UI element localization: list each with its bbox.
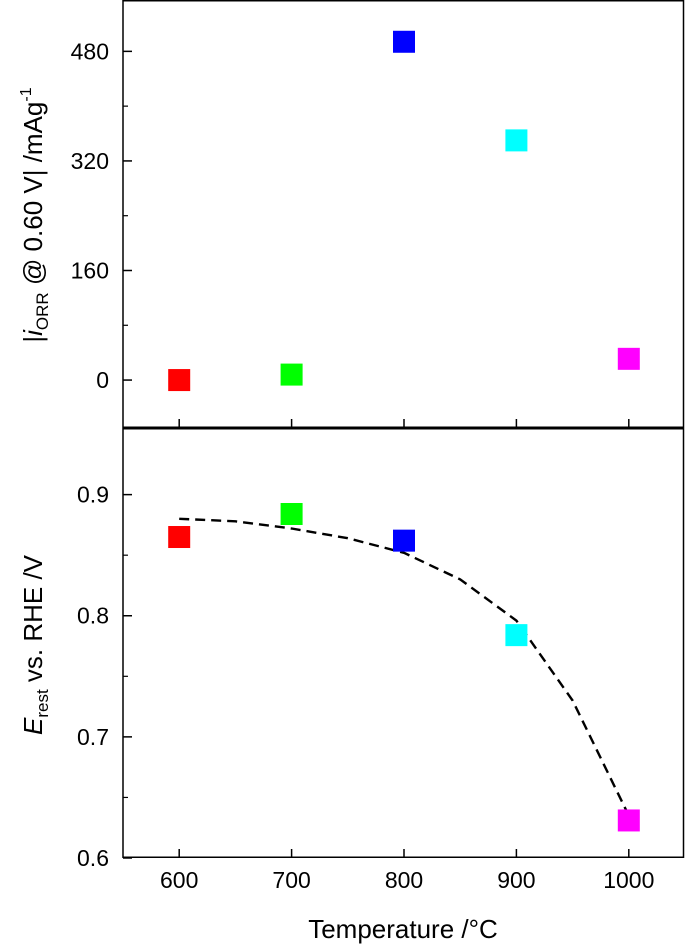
top-y-tick-label: 0 <box>96 367 109 393</box>
plot-frames <box>122 0 685 858</box>
top-y-tick-label: 320 <box>71 148 109 174</box>
top-y-label-main: i <box>18 329 48 336</box>
top-y-label-prefix: | <box>18 336 48 343</box>
top-point-900 <box>505 129 528 152</box>
bottom-point-800 <box>393 529 415 552</box>
fit-line <box>179 517 630 817</box>
bottom-point-600 <box>168 526 191 549</box>
plot-frame-top <box>122 0 685 428</box>
x-tick-label: 600 <box>160 867 198 893</box>
top-y-label-rest: @ 0.60 V| /mAg <box>18 102 48 293</box>
top-point-800 <box>393 30 415 53</box>
top-point-1000 <box>617 347 640 370</box>
top-point-700 <box>280 363 303 386</box>
top-point-600 <box>168 369 191 392</box>
bottom-y-label-rest: vs. RHE /V <box>18 554 48 689</box>
top-y-tick-label: 160 <box>71 257 109 283</box>
bottom-y-tick-label: 0.7 <box>77 724 109 750</box>
top-y-label-sub: ORR <box>33 292 52 330</box>
x-tick-label: 1000 <box>603 867 654 893</box>
bottom-point-900 <box>505 624 528 647</box>
x-tick-label: 900 <box>497 867 535 893</box>
bottom-y-tick-label: 0.9 <box>77 482 109 508</box>
top-y-label-sup: -1 <box>18 87 35 101</box>
top-y-axis-label: |iORR @ 0.60 V| /mAg-1 <box>18 87 52 342</box>
bottom-y-tick-label: 0.6 <box>77 845 109 871</box>
x-axis-label: Temperature /°C <box>308 914 498 944</box>
bottom-point-700 <box>280 503 303 525</box>
top-y-tick-label: 480 <box>71 38 109 64</box>
bottom-y-label-sub: rest <box>33 689 52 718</box>
x-tick-label: 800 <box>385 867 423 893</box>
bottom-y-axis-label: Erest vs. RHE /V <box>18 554 52 735</box>
bottom-point-1000 <box>617 809 640 832</box>
x-tick-label: 700 <box>272 867 310 893</box>
plot-frame-bottom <box>122 428 685 858</box>
ticks-group: 0 160 320 480 0.6 0.7 0.8 0.9 600 700 800 900 1000 <box>71 38 655 893</box>
bottom-y-tick-label: 0.8 <box>77 603 109 629</box>
fit-line-group <box>179 517 630 817</box>
data-points-group <box>168 30 640 832</box>
bottom-y-label-main: E <box>18 717 48 735</box>
